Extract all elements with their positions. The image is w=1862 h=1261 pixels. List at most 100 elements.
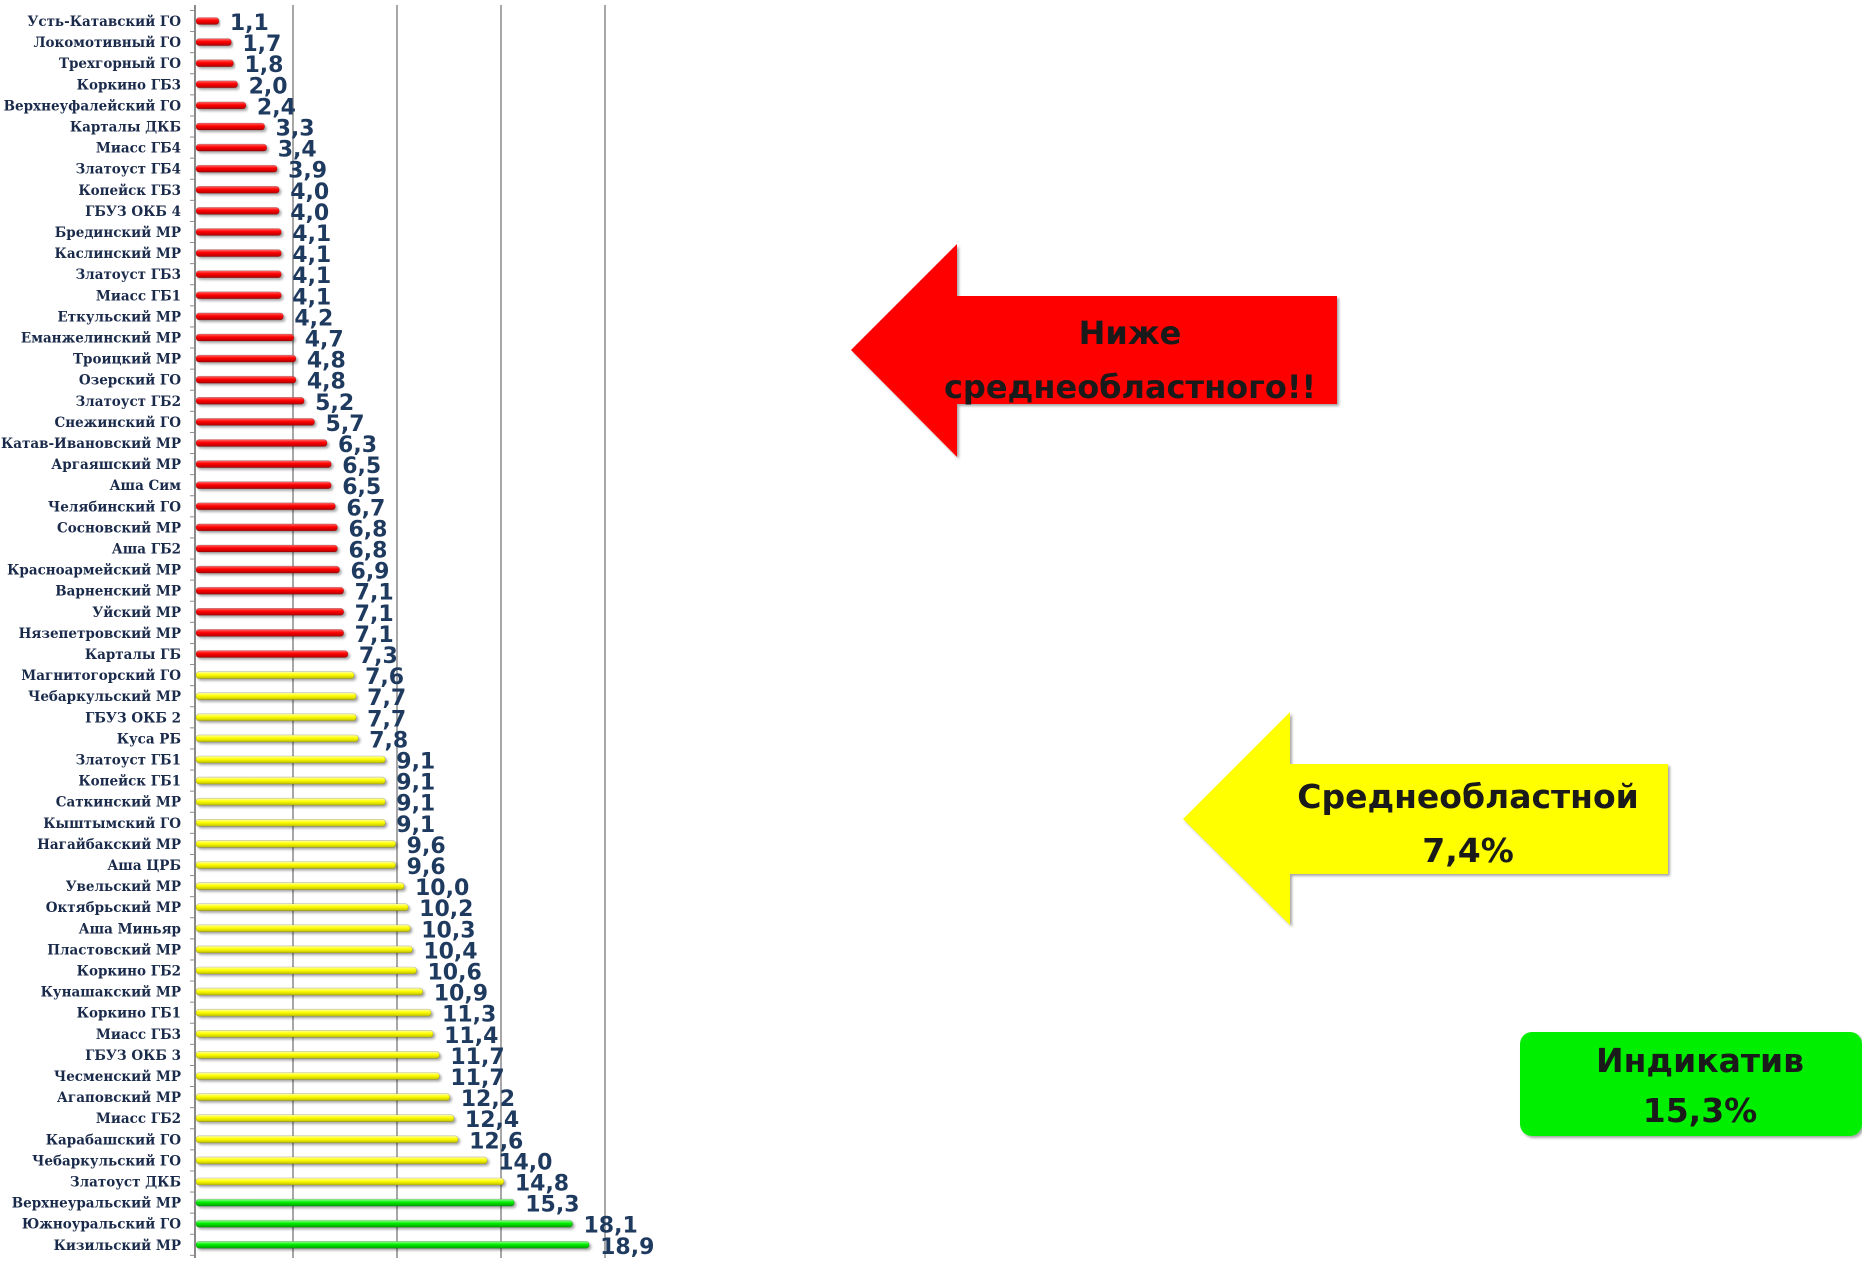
value-label: 9,1 (396, 771, 435, 796)
value-label: 1,7 (242, 32, 281, 57)
bar (195, 270, 282, 279)
bars-group (195, 17, 590, 1249)
value-label: 10,6 (427, 961, 481, 986)
bar (195, 101, 247, 110)
value-label: 11,4 (444, 1024, 498, 1049)
bar (195, 460, 332, 468)
bar (195, 1198, 515, 1207)
bar (195, 671, 355, 679)
category-label: Златоуст ГБ2 (75, 394, 181, 410)
bar (195, 354, 297, 363)
bar (195, 924, 411, 933)
category-label: Коркино ГБ2 (77, 964, 181, 980)
category-label: Нагайбакский МР (37, 837, 181, 853)
bar (195, 818, 386, 827)
bar (195, 797, 386, 806)
value-label: 7,6 (365, 665, 404, 690)
category-label: Кунашакский МР (41, 985, 181, 1001)
category-label: Миасс ГБ3 (96, 1027, 181, 1043)
value-label: 6,5 (342, 475, 381, 500)
category-label: Октябрьский МР (46, 900, 181, 916)
bar (195, 1241, 590, 1249)
value-label: 18,1 (583, 1214, 637, 1239)
bar (195, 607, 344, 616)
bar (195, 122, 265, 131)
value-label: 3,3 (276, 117, 315, 142)
value-label: 9,6 (407, 855, 446, 880)
value-label: 7,1 (355, 623, 394, 648)
value-label: 7,7 (367, 707, 406, 732)
value-label: 10,4 (423, 939, 477, 964)
value-label: 9,1 (396, 813, 435, 838)
value-label: 14,0 (498, 1150, 552, 1175)
value-label: 6,7 (346, 496, 385, 521)
value-label: 6,8 (348, 517, 387, 542)
category-label: Сосновский МР (57, 520, 181, 536)
bar (195, 840, 396, 848)
regional-average-callout: Среднеобластной 7,4% (1268, 770, 1668, 878)
bar (195, 59, 234, 68)
value-label: 10,3 (421, 918, 475, 943)
left-arrow-yellow-shape (1183, 712, 1668, 925)
bar (195, 291, 282, 300)
category-label: Брединский МР (55, 225, 181, 241)
bar (195, 481, 332, 490)
bar (195, 143, 268, 152)
regional-average-line2: 7,4% (1422, 831, 1514, 870)
bar (195, 713, 357, 722)
bar (195, 882, 405, 890)
value-label: 10,2 (419, 897, 473, 922)
value-label: 1,8 (244, 53, 283, 78)
value-label: 3,9 (288, 159, 327, 184)
bar (195, 186, 280, 194)
category-label: Усть-Катавский ГО (27, 14, 181, 30)
indicative-box-shape (1520, 1032, 1862, 1136)
category-label: ГБУЗ ОКБ 4 (85, 204, 181, 220)
category-label: Агаповский МР (57, 1090, 181, 1106)
category-label: Магнитогорский ГО (21, 668, 181, 684)
category-label: Карталы ГБ (85, 647, 181, 663)
bar (195, 861, 396, 869)
value-label: 2,0 (249, 74, 288, 99)
bar (195, 38, 232, 46)
category-label: Аргаяшский МР (51, 457, 181, 473)
bar (195, 987, 424, 996)
indicative-line2: 15,3% (1642, 1091, 1758, 1130)
value-label: 7,3 (359, 644, 398, 669)
left-arrow-red-shape (851, 244, 1337, 457)
category-label: Чебаркульский МР (28, 689, 181, 705)
category-label: Аша Сим (110, 478, 182, 494)
bar (195, 80, 238, 89)
bar (195, 523, 338, 532)
category-label: Чесменский МР (54, 1069, 181, 1085)
value-label: 9,1 (396, 750, 435, 775)
category-label: Кизильский МР (54, 1238, 181, 1254)
bar (195, 249, 282, 257)
category-label: Чебаркульский ГО (32, 1153, 181, 1169)
value-label: 4,2 (294, 306, 333, 331)
category-label: Коркино ГБ3 (77, 77, 181, 93)
bar (195, 1072, 440, 1080)
bar (195, 375, 297, 384)
value-label: 4,1 (292, 222, 331, 247)
bar (195, 776, 386, 785)
bar (195, 692, 357, 701)
value-label: 4,0 (290, 180, 329, 205)
category-label: Катав-Ивановский МР (1, 436, 181, 452)
category-label: ГБУЗ ОКБ 3 (85, 1048, 181, 1064)
bar (195, 312, 284, 321)
bar (195, 1093, 451, 1101)
value-label: 10,9 (434, 982, 488, 1007)
value-label: 4,1 (292, 264, 331, 289)
value-label: 4,7 (305, 328, 344, 353)
category-label: Уйский МР (92, 605, 181, 621)
bar (195, 966, 417, 975)
category-label: Челябинский ГО (48, 499, 181, 515)
category-label: Снежинский ГО (54, 415, 181, 431)
category-label: Увельский МР (66, 879, 181, 895)
bar (195, 164, 278, 173)
value-label: 2,4 (257, 95, 296, 120)
bar (195, 333, 295, 342)
category-label: Миасс ГБ1 (96, 288, 181, 304)
